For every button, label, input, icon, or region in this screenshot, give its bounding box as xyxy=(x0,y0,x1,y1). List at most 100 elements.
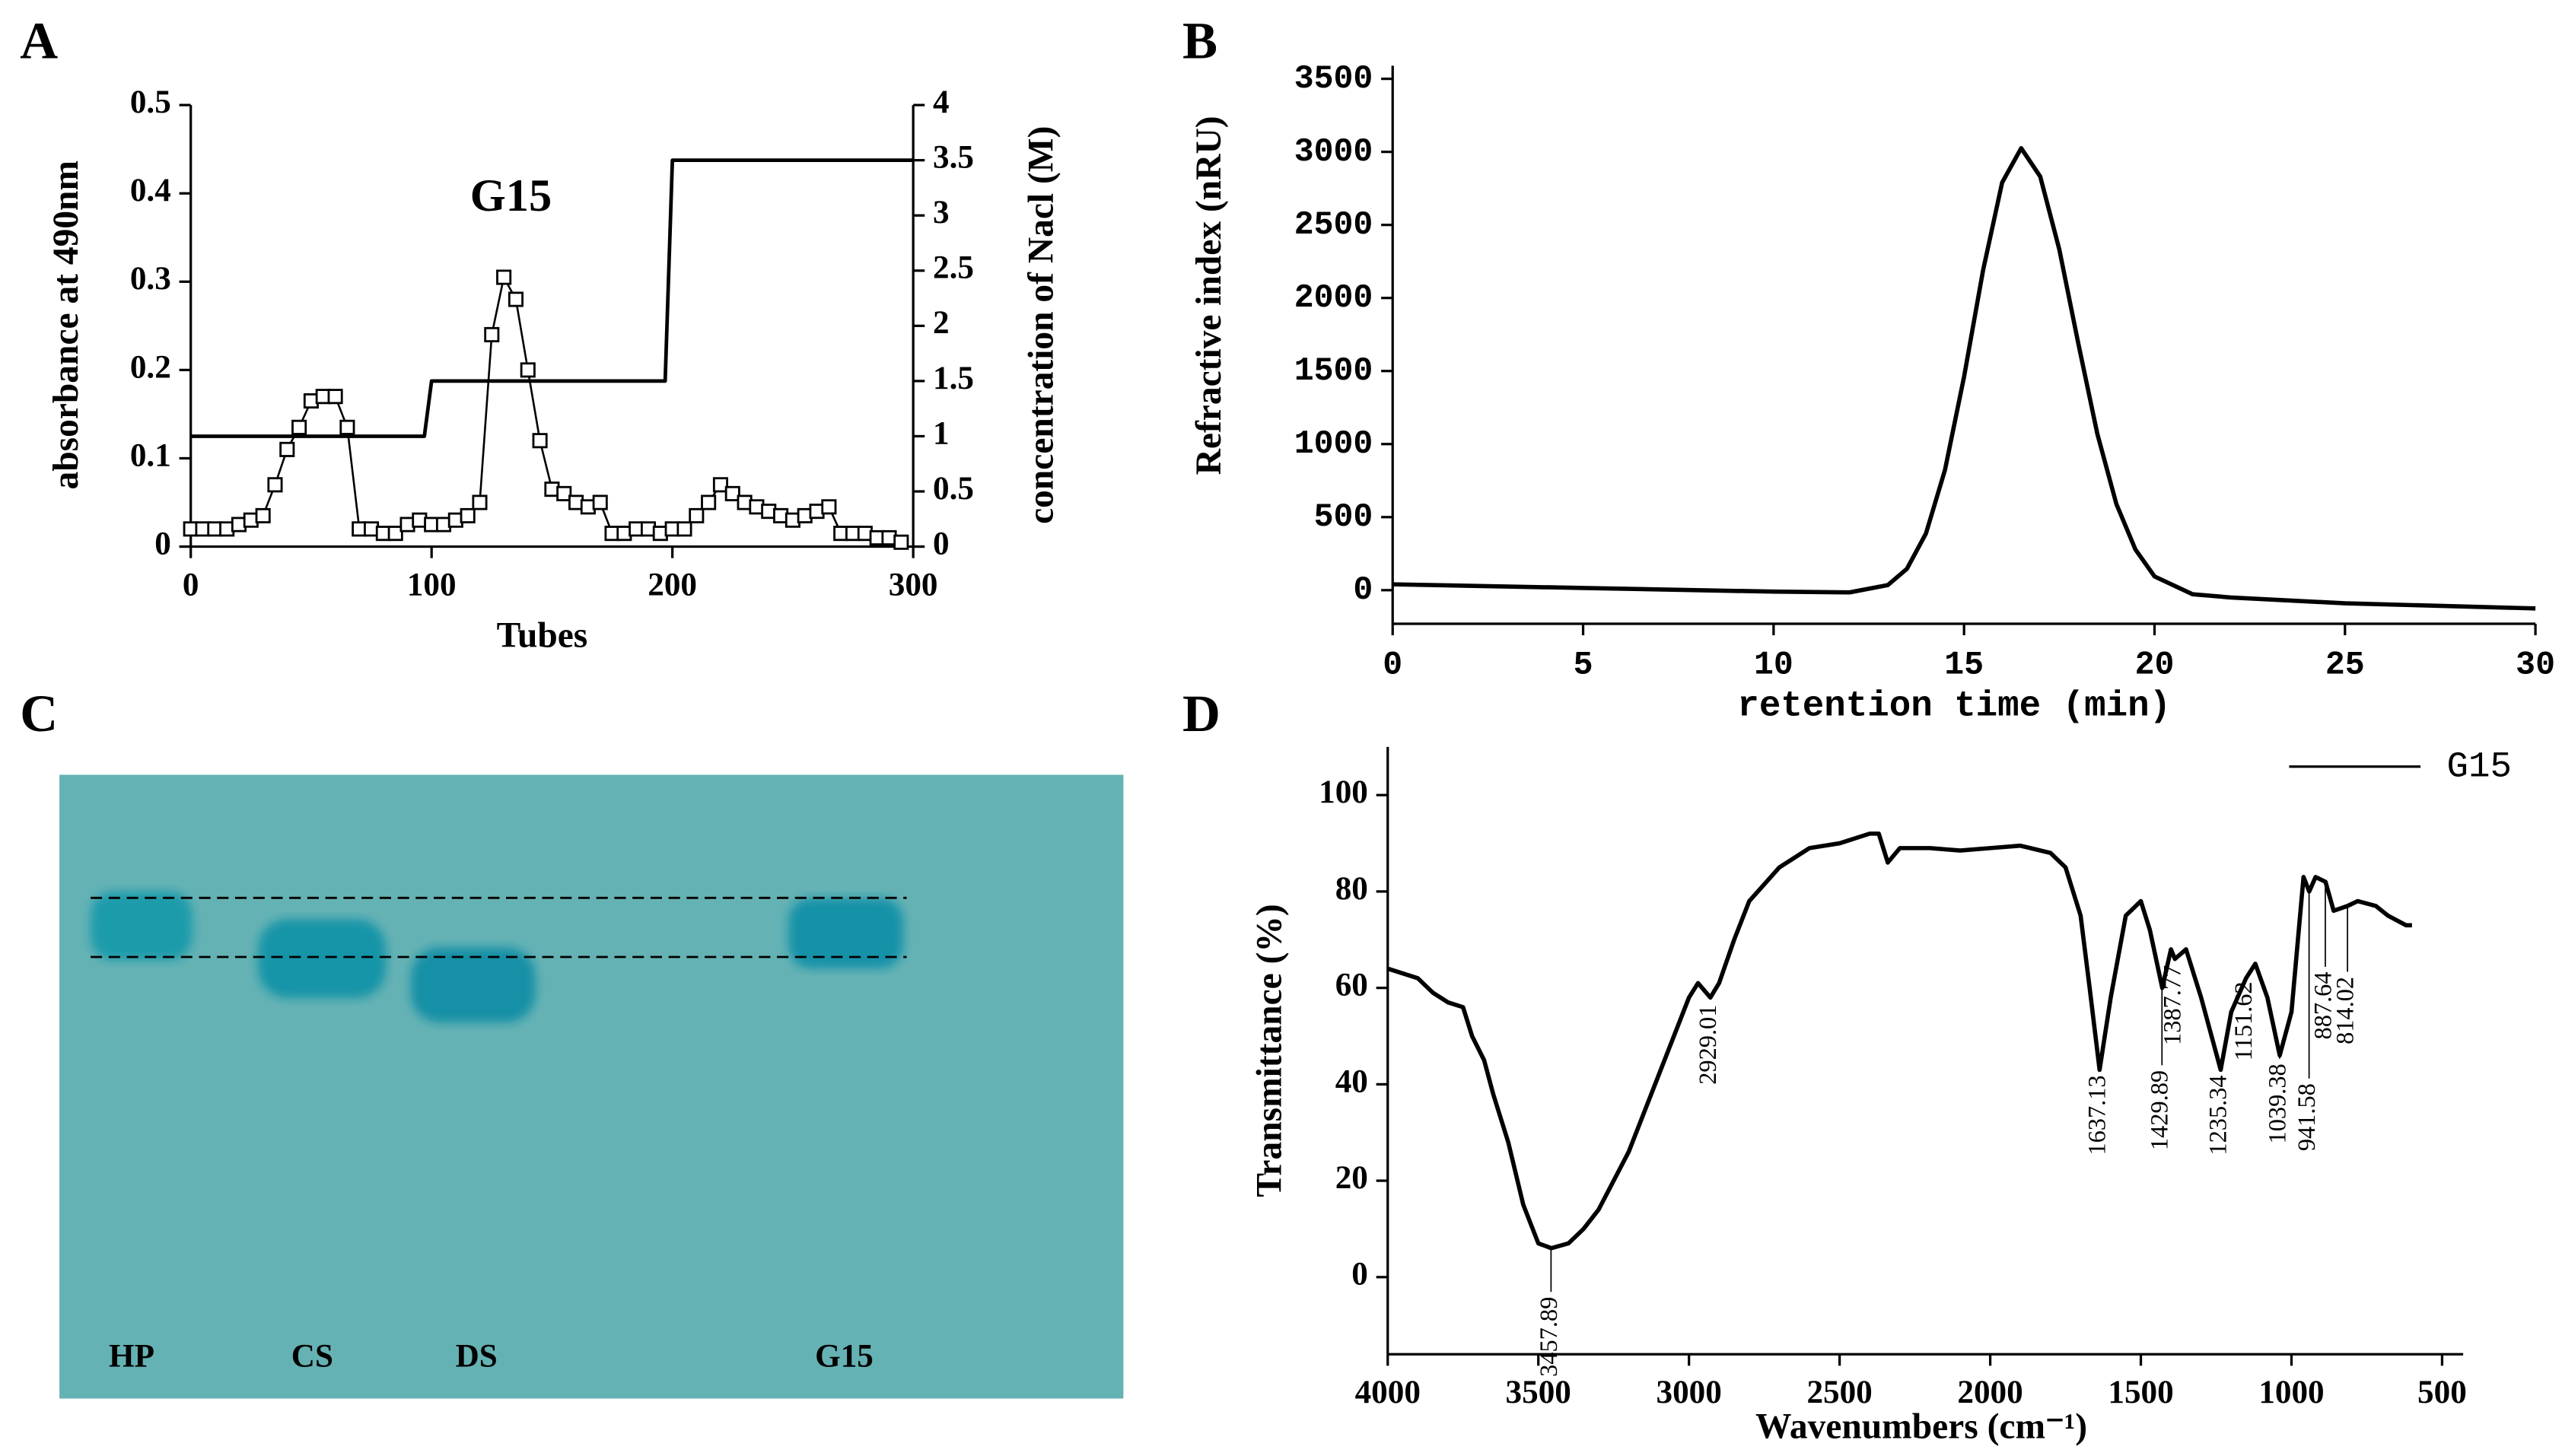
data-point xyxy=(339,419,355,435)
y-tick-label: 100 xyxy=(1319,774,1368,810)
x-axis-label: retention time (min) xyxy=(1737,685,2171,726)
peak-label: 1151.62 xyxy=(2229,981,2257,1060)
x-tick-label: 5 xyxy=(1574,646,1593,683)
x-tick-label: 15 xyxy=(1944,646,1984,683)
x-tick-label: 0 xyxy=(183,567,199,602)
y-tick-label: 0.2 xyxy=(130,349,171,385)
peak-label: 3457.89 xyxy=(1535,1297,1562,1377)
lane-label: HP xyxy=(109,1339,154,1375)
y2-tick-label: 0.5 xyxy=(933,471,974,507)
y-axis-label: Transmittance (%) xyxy=(1250,904,1290,1197)
peak-label: 1387.77 xyxy=(2158,965,2185,1045)
y2-tick-label: 2.5 xyxy=(933,250,974,286)
data-point xyxy=(255,507,271,523)
data-point xyxy=(267,477,283,493)
data-point xyxy=(291,419,307,435)
y-tick-label: 1500 xyxy=(1294,352,1373,389)
x-tick-label: 1500 xyxy=(2108,1375,2173,1410)
data-point xyxy=(532,433,548,449)
y-tick-label: 0.3 xyxy=(130,261,171,297)
y-tick-label: 1000 xyxy=(1294,425,1373,463)
legend-label: G15 xyxy=(2447,746,2512,787)
y-tick-label: 80 xyxy=(1335,871,1368,907)
data-point xyxy=(508,291,524,307)
data-point xyxy=(893,534,909,550)
x-tick-label: 10 xyxy=(1754,646,1793,683)
y-tick-label: 3500 xyxy=(1294,60,1373,97)
data-point xyxy=(712,477,728,493)
panel-letter: D xyxy=(1182,684,1221,742)
lane-label: DS xyxy=(456,1339,498,1375)
y-tick-label: 0 xyxy=(1351,1257,1368,1292)
gel-band xyxy=(788,898,904,969)
y2-tick-label: 2 xyxy=(933,305,950,341)
data-point xyxy=(592,494,608,510)
data-point xyxy=(327,389,343,405)
x-tick-label: 3500 xyxy=(1506,1375,1571,1410)
x-tick-label: 20 xyxy=(2135,646,2175,683)
x-axis-label: Wavenumbers (cm⁻¹) xyxy=(1755,1407,2087,1446)
panel-letter: A xyxy=(20,11,58,69)
y2-tick-label: 3.5 xyxy=(933,140,974,176)
data-point xyxy=(279,441,295,457)
lane-label: G15 xyxy=(815,1339,874,1375)
y-tick-label: 0 xyxy=(1353,571,1373,609)
y-axis-label: Refractive index (nRU) xyxy=(1189,116,1229,475)
series-line xyxy=(1392,146,2536,611)
x-tick-label: 1000 xyxy=(2258,1375,2324,1410)
data-point xyxy=(676,521,692,537)
x-tick-label: 100 xyxy=(407,567,457,602)
y-tick-label: 40 xyxy=(1335,1063,1368,1099)
peak-label: 1637.13 xyxy=(2083,1075,2111,1155)
x-tick-label: 30 xyxy=(2516,646,2555,683)
y2-tick-label: 3 xyxy=(933,195,950,230)
y2-tick-label: 1 xyxy=(933,415,950,451)
peak-label: 1429.89 xyxy=(2146,1070,2173,1150)
data-point xyxy=(460,507,476,523)
data-point xyxy=(484,326,500,342)
y-tick-label: 0 xyxy=(154,526,171,561)
y-tick-label: 60 xyxy=(1335,968,1368,1003)
gel-band xyxy=(258,919,387,998)
data-point xyxy=(387,526,403,542)
data-point xyxy=(701,494,717,510)
x-axis-label: Tubes xyxy=(497,615,588,655)
data-point xyxy=(472,494,488,510)
y-tick-label: 3000 xyxy=(1294,133,1373,170)
y2-axis-label: concentration of Nacl (M) xyxy=(1022,126,1061,524)
x-tick-label: 500 xyxy=(2417,1375,2467,1410)
y-tick-label: 20 xyxy=(1335,1160,1368,1196)
peak-label: 887.64 xyxy=(2309,971,2336,1039)
x-tick-label: 25 xyxy=(2325,646,2365,683)
lane-label: CS xyxy=(291,1339,333,1375)
peak-label: 1235.34 xyxy=(2204,1075,2232,1155)
data-point xyxy=(821,499,837,515)
y-tick-label: 0.4 xyxy=(130,173,171,208)
peak-label: 941.58 xyxy=(2293,1083,2320,1151)
gel-band xyxy=(410,947,536,1023)
x-tick-label: 0 xyxy=(1383,646,1402,683)
x-tick-label: 2500 xyxy=(1806,1375,1872,1410)
data-point xyxy=(520,362,536,378)
y-tick-label: 500 xyxy=(1314,498,1373,536)
x-tick-label: 200 xyxy=(648,567,697,602)
y2-tick-label: 1.5 xyxy=(933,361,974,396)
gel-band xyxy=(91,891,193,961)
data-point xyxy=(689,507,705,523)
y-tick-label: 2500 xyxy=(1294,206,1373,243)
data-point xyxy=(556,485,572,501)
series-line xyxy=(1386,831,2412,1251)
series-line xyxy=(190,158,914,438)
x-tick-label: 2000 xyxy=(1957,1375,2023,1410)
gel-background xyxy=(59,774,1124,1399)
data-point xyxy=(496,269,512,285)
peak-label: 2929.01 xyxy=(1694,1005,1721,1085)
y-axis-label: absorbance at 490nm xyxy=(46,161,86,490)
gel-image: C xyxy=(20,684,1124,1399)
annotation: G15 xyxy=(470,170,552,221)
panel-letter: C xyxy=(20,684,58,742)
y-tick-label: 0.1 xyxy=(130,437,171,473)
y2-tick-label: 4 xyxy=(933,84,950,120)
series-line xyxy=(190,276,902,543)
